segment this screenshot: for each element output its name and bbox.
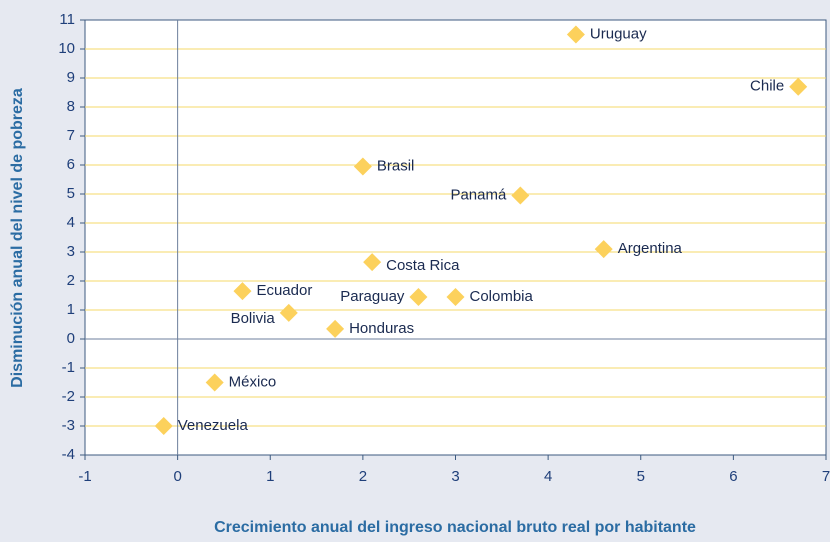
point bbox=[326, 319, 345, 338]
x-tick-label: -1 bbox=[78, 468, 91, 485]
point-label: Argentina bbox=[618, 240, 683, 257]
point bbox=[154, 417, 173, 435]
y-tick-label: 3 bbox=[67, 243, 75, 260]
point bbox=[205, 373, 224, 392]
point bbox=[789, 77, 808, 96]
point bbox=[446, 287, 465, 306]
point-label: Uruguay bbox=[590, 25, 647, 42]
y-tick-label: -1 bbox=[62, 359, 75, 376]
y-axis-label: Disminución anual del nivel de pobreza bbox=[9, 88, 26, 388]
point-label: Costa Rica bbox=[386, 257, 460, 274]
point bbox=[594, 240, 613, 259]
point bbox=[279, 303, 298, 322]
y-tick-label: 4 bbox=[67, 214, 75, 231]
y-tick-label: 10 bbox=[58, 40, 75, 57]
point bbox=[233, 282, 252, 301]
point bbox=[363, 253, 382, 272]
y-tick-label: 8 bbox=[67, 98, 75, 115]
y-tick-label: 6 bbox=[67, 156, 75, 173]
point-label: Colombia bbox=[470, 288, 534, 305]
y-tick-label: 11 bbox=[59, 11, 75, 28]
x-tick-label: 4 bbox=[544, 468, 552, 485]
point-label: Venezuela bbox=[178, 417, 249, 434]
y-tick-label: -4 bbox=[62, 446, 75, 463]
point-label: México bbox=[229, 373, 277, 390]
x-tick-label: 0 bbox=[173, 468, 181, 485]
y-tick-label: 1 bbox=[67, 301, 75, 318]
x-tick-label: 7 bbox=[822, 468, 830, 485]
point-label: Bolivia bbox=[231, 310, 276, 327]
x-tick-label: 2 bbox=[359, 468, 367, 485]
y-tick-label: 2 bbox=[67, 272, 75, 289]
point-label: Ecuador bbox=[256, 282, 312, 299]
y-tick-label: 9 bbox=[67, 69, 75, 86]
x-tick-label: 3 bbox=[451, 468, 459, 485]
y-tick-label: -2 bbox=[62, 388, 75, 405]
point-label: Chile bbox=[750, 78, 784, 95]
y-tick-label: 7 bbox=[67, 127, 75, 144]
x-tick-label: 5 bbox=[637, 468, 645, 485]
point-label: Honduras bbox=[349, 320, 414, 337]
x-tick-label: 1 bbox=[266, 468, 274, 485]
point bbox=[409, 287, 428, 306]
x-axis-label: Crecimiento anual del ingreso nacional b… bbox=[214, 519, 696, 536]
y-tick-label: -3 bbox=[62, 417, 75, 434]
point bbox=[566, 25, 585, 44]
point-label: Panamá bbox=[450, 186, 507, 203]
point-label: Paraguay bbox=[340, 288, 405, 305]
point bbox=[353, 157, 372, 176]
point-label: Brasil bbox=[377, 157, 415, 174]
y-tick-label: 0 bbox=[67, 330, 75, 347]
plot-area bbox=[84, 19, 827, 456]
y-tick-label: 5 bbox=[67, 185, 75, 202]
point bbox=[511, 186, 530, 205]
x-tick-label: 6 bbox=[729, 468, 737, 485]
